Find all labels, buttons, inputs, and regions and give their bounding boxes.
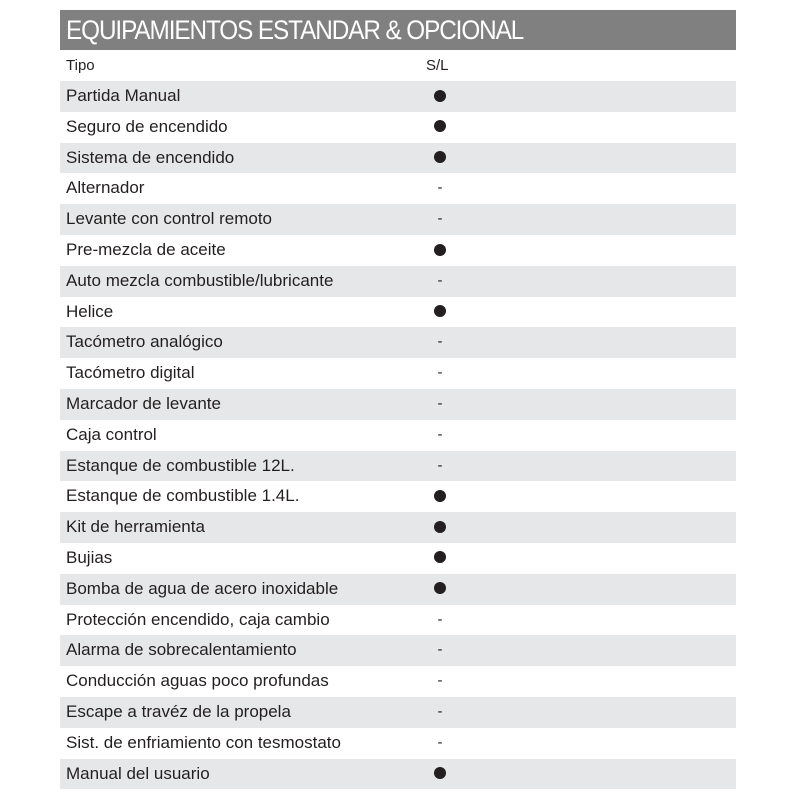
table-row: Alarma de sobrecalentamiento - xyxy=(60,635,736,667)
row-name: Pre-mezcla de aceite xyxy=(66,239,226,259)
row-value xyxy=(432,759,448,790)
row-name: Conducción aguas poco profundas xyxy=(66,671,329,691)
row-name: Estanque de combustible 1.4L. xyxy=(66,486,300,506)
row-name: Escape a travéz de la propela xyxy=(66,701,291,721)
row-name: Estanque de combustible 12L. xyxy=(66,455,295,475)
table-row: Estanque de combustible 12L. - xyxy=(60,450,736,482)
dot-icon xyxy=(434,305,446,318)
row-value xyxy=(432,574,448,605)
row-name: Bujias xyxy=(66,547,113,567)
row-value-dash: - xyxy=(437,641,443,659)
table-row: Tacómetro analógico - xyxy=(60,327,736,359)
table-row: Levante con control remoto - xyxy=(60,204,736,235)
dot-icon xyxy=(434,489,446,502)
row-value xyxy=(432,81,448,112)
table-row: Marcador de levante - xyxy=(60,388,736,420)
row-value-dash: - xyxy=(437,394,443,412)
row-value xyxy=(432,143,448,174)
dot-icon xyxy=(434,120,446,133)
table-row: Helice xyxy=(60,297,736,328)
row-value-dash: - xyxy=(437,610,443,628)
row-value xyxy=(432,543,448,574)
table-row: Bomba de agua de acero inoxidable xyxy=(60,573,736,605)
dot-icon xyxy=(434,89,446,102)
row-value-dash: - xyxy=(437,333,443,351)
row-value xyxy=(432,235,448,266)
row-name: Levante con control remoto xyxy=(66,209,273,229)
row-value xyxy=(432,481,448,512)
row-name: Bomba de agua de acero inoxidable xyxy=(66,578,339,598)
dot-icon xyxy=(434,767,446,780)
column-header-row: Tipo S/L xyxy=(60,52,736,80)
table-row: Manual del usuario xyxy=(60,758,736,790)
dot-icon xyxy=(434,551,446,564)
table-row: Protección encendido, caja cambio - xyxy=(60,605,736,636)
row-name: Marcador de levante xyxy=(66,393,221,413)
dot-icon xyxy=(434,582,446,595)
equipment-table: Partida Manual Seguro de encendido Sistema… xyxy=(60,81,736,790)
table-row: Partida Manual xyxy=(60,81,736,112)
row-value-dash: - xyxy=(437,456,443,474)
row-name: Helice xyxy=(66,301,114,321)
table-title-text: EQUIPAMIENTOS ESTANDAR & OPCIONAL xyxy=(66,15,524,45)
row-value-dash: - xyxy=(437,733,443,751)
table-row: Sistema de encendido xyxy=(60,142,736,174)
table-row: Seguro de encendido xyxy=(60,112,736,143)
table-title: EQUIPAMIENTOS ESTANDAR & OPCIONAL xyxy=(60,10,736,50)
table-row: Pre-mezcla de aceite xyxy=(60,235,736,266)
row-name: Manual del usuario xyxy=(66,763,210,783)
dot-icon xyxy=(434,520,446,533)
row-name: Alarma de sobrecalentamiento xyxy=(66,640,297,660)
row-value-dash: - xyxy=(437,425,443,443)
row-name: Tacómetro analógico xyxy=(66,332,223,352)
row-value-dash: - xyxy=(437,364,443,382)
row-value-dash: - xyxy=(437,702,443,720)
row-name: Auto mezcla combustible/lubricante xyxy=(66,270,334,290)
dot-icon xyxy=(434,243,446,256)
table-row: Escape a travéz de la propela - xyxy=(60,696,736,728)
row-name: Tacómetro digital xyxy=(66,363,195,383)
table-row: Auto mezcla combustible/lubricante - xyxy=(60,265,736,297)
row-name: Protección encendido, caja cambio xyxy=(66,609,330,629)
row-value xyxy=(432,112,448,143)
table-row: Conducción aguas poco profundas - xyxy=(60,666,736,697)
row-value-dash: - xyxy=(437,271,443,289)
row-value-dash: - xyxy=(437,210,443,228)
row-name: Partida Manual xyxy=(66,86,181,105)
row-name: Sist. de enfriamiento con tesmostato xyxy=(66,732,341,752)
row-value xyxy=(432,297,448,328)
row-name: Seguro de encendido xyxy=(66,116,228,136)
column-header-sl: S/L xyxy=(426,57,449,74)
table-row: Bujias xyxy=(60,543,736,574)
row-value xyxy=(432,512,448,543)
row-name: Caja control xyxy=(66,424,157,444)
table-row: Sist. de enfriamiento con tesmostato - xyxy=(60,728,736,759)
table-row: Alternador - xyxy=(60,173,736,204)
table-row: Caja control - xyxy=(60,420,736,451)
column-header-type: Tipo xyxy=(66,57,95,74)
table-row: Kit de herramienta xyxy=(60,512,736,543)
row-value-dash: - xyxy=(437,672,443,690)
row-name: Kit de herramienta xyxy=(66,517,205,537)
table-row: Tacómetro digital - xyxy=(60,358,736,389)
row-name: Alternador xyxy=(66,178,145,198)
table-row: Estanque de combustible 1.4L. xyxy=(60,481,736,512)
row-value-dash: - xyxy=(437,179,443,197)
row-name: Sistema de encendido xyxy=(66,147,235,167)
dot-icon xyxy=(434,151,446,164)
